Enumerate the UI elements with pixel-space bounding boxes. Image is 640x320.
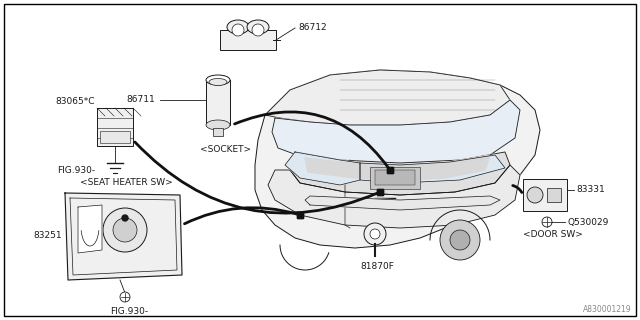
Circle shape [542,217,552,227]
Bar [375,170,415,185]
Text: <SEAT HEATER SW>: <SEAT HEATER SW> [80,178,173,187]
Polygon shape [285,152,360,185]
Polygon shape [290,152,510,195]
Bar [387,167,393,173]
Ellipse shape [206,120,230,130]
Ellipse shape [206,75,230,85]
Text: 83065*C: 83065*C [56,97,95,106]
Text: 81870F: 81870F [360,262,394,271]
Circle shape [364,223,386,245]
Text: A830001219: A830001219 [584,305,632,314]
Bar [370,167,420,189]
Bar [97,108,133,146]
Polygon shape [78,205,102,253]
Bar [220,30,276,50]
Bar [206,80,230,125]
Polygon shape [305,196,500,210]
Polygon shape [65,193,182,280]
Text: 86711: 86711 [126,95,155,105]
Text: 83251: 83251 [33,230,62,239]
Polygon shape [305,155,490,180]
Bar [297,212,303,218]
Polygon shape [268,165,520,228]
Text: FIG.930-: FIG.930- [57,166,95,175]
Polygon shape [265,70,510,125]
Circle shape [103,208,147,252]
Ellipse shape [247,20,269,34]
Text: 83331: 83331 [576,186,605,195]
Polygon shape [360,155,505,183]
Text: Q530029: Q530029 [567,218,609,227]
Circle shape [232,24,244,36]
Ellipse shape [227,20,249,34]
Bar [213,128,223,136]
Circle shape [370,229,380,239]
Circle shape [113,218,137,242]
Circle shape [252,24,264,36]
Bar [387,167,393,173]
Bar [547,188,561,202]
Circle shape [120,292,130,302]
Circle shape [527,187,543,203]
Text: <DOOR SW>: <DOOR SW> [523,230,583,239]
Circle shape [450,230,470,250]
Bar [377,189,383,195]
Ellipse shape [209,78,227,85]
Circle shape [440,220,480,260]
Bar [377,189,383,195]
Circle shape [122,215,128,221]
Text: FIG.930-: FIG.930- [110,307,148,316]
Text: 86712: 86712 [298,23,326,33]
Bar [297,212,303,218]
Polygon shape [272,100,520,165]
Text: <SOCKET>: <SOCKET> [200,145,251,154]
Bar [100,131,130,143]
Bar [523,179,567,211]
Polygon shape [255,70,540,248]
